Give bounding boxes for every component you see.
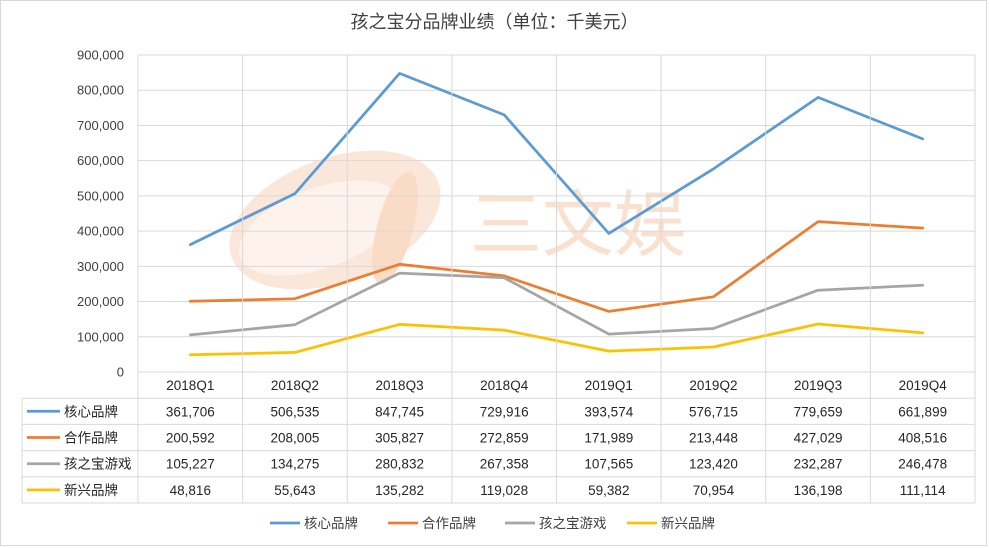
table-series-name: 核心品牌 [64, 403, 118, 420]
legend-label: 孩之宝游戏 [539, 516, 607, 532]
data-label: 107,565 [584, 457, 633, 472]
data-label: 267,358 [480, 457, 529, 472]
data-label: 506,535 [271, 404, 320, 419]
data-label: 208,005 [271, 431, 320, 446]
data-label: 119,028 [480, 483, 528, 498]
table-series-name: 新兴品牌 [64, 482, 118, 499]
legend: 核心品牌 合作品牌 孩之宝游戏 新兴品牌 [270, 515, 715, 532]
y-tick-label: 500,000 [77, 188, 124, 203]
x-tick-label: 2018Q1 [166, 378, 214, 393]
chart-title: 孩之宝分品牌业绩（单位：千美元） [350, 12, 639, 33]
y-tick-label: 0 [117, 365, 124, 380]
data-label: 361,706 [166, 404, 215, 419]
data-label: 427,029 [794, 431, 843, 446]
table-series-name: 合作品牌 [64, 430, 118, 447]
y-tick-label: 800,000 [77, 83, 124, 98]
data-label: 136,198 [794, 483, 843, 498]
data-label: 134,275 [271, 457, 320, 472]
watermark-logo: 三文娱 [229, 150, 686, 290]
x-tick-label: 2019Q1 [585, 378, 633, 393]
watermark-emblem [229, 150, 441, 290]
data-label: 48,816 [170, 483, 211, 498]
x-tick-label: 2019Q2 [689, 378, 737, 393]
x-tick-label: 2018Q2 [271, 378, 319, 393]
data-label: 576,715 [689, 404, 738, 419]
x-tick-label: 2019Q4 [899, 378, 948, 393]
data-label: 232,287 [794, 457, 843, 472]
data-label: 305,827 [375, 431, 424, 446]
y-tick-label: 200,000 [77, 294, 124, 309]
data-label: 272,859 [480, 431, 529, 446]
data-label: 661,899 [898, 404, 947, 419]
data-label: 393,574 [584, 404, 633, 419]
x-tick-label: 2019Q3 [794, 378, 842, 393]
data-label: 729,916 [480, 404, 529, 419]
y-tick-label: 100,000 [77, 329, 124, 344]
data-label: 779,659 [794, 404, 843, 419]
data-label: 171,989 [584, 431, 633, 446]
y-tick-label: 300,000 [77, 259, 124, 274]
data-label: 408,516 [898, 431, 947, 446]
legend-label: 合作品牌 [422, 515, 476, 532]
x-tick-label: 2018Q4 [480, 378, 529, 393]
data-label: 123,420 [689, 457, 738, 472]
data-label: 213,448 [689, 431, 738, 446]
data-label: 135,282 [375, 483, 424, 498]
data-label: 70,954 [693, 483, 735, 498]
y-axis: 0 100,000 200,000 300,000 400,000 500,000 600,… [77, 48, 124, 380]
data-label: 59,382 [588, 483, 629, 498]
table-series-name: 孩之宝游戏 [64, 457, 132, 473]
data-label: 55,643 [274, 483, 315, 498]
legend-label: 核心品牌 [304, 515, 358, 532]
y-tick-label: 900,000 [77, 48, 124, 63]
data-label: 246,478 [898, 457, 947, 472]
x-tick-label: 2018Q3 [376, 378, 424, 393]
data-label: 105,227 [166, 457, 215, 472]
legend-label: 新兴品牌 [661, 515, 715, 532]
data-label: 200,592 [166, 431, 215, 446]
y-tick-label: 400,000 [77, 224, 124, 239]
y-tick-label: 600,000 [77, 153, 124, 168]
data-label: 280,832 [375, 457, 424, 472]
data-table: 2018Q1 2018Q2 2018Q3 2018Q4 2019Q1 2019Q2 2019… [21, 55, 976, 504]
data-label: 847,745 [375, 404, 424, 419]
y-tick-label: 700,000 [77, 118, 124, 133]
data-label: 111,114 [900, 483, 946, 498]
